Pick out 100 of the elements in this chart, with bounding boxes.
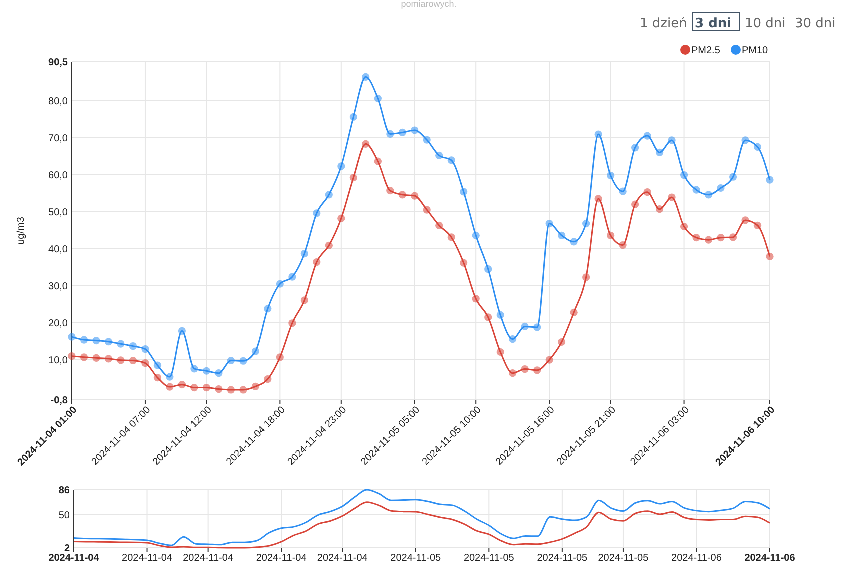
point	[386, 130, 394, 138]
point	[117, 356, 125, 364]
point	[496, 348, 504, 356]
point	[142, 360, 150, 368]
point	[496, 311, 504, 320]
point	[300, 296, 308, 304]
point	[92, 336, 100, 345]
point	[754, 143, 762, 151]
point	[704, 236, 713, 244]
point	[325, 191, 333, 199]
point	[398, 191, 406, 199]
point	[570, 308, 578, 316]
point	[594, 130, 602, 138]
y-tick-label: 10,0	[48, 356, 68, 367]
point	[448, 156, 456, 164]
point	[313, 258, 321, 266]
point	[92, 354, 100, 362]
point	[521, 322, 529, 330]
point	[190, 384, 198, 392]
legend-label: PM2.5	[692, 46, 721, 56]
x-tick-label: 2024-11-05	[598, 553, 650, 564]
point	[264, 305, 272, 313]
point	[729, 173, 738, 181]
x-tick-label: 2024-11-04	[317, 553, 368, 564]
point	[80, 354, 88, 362]
y-tick-label: 50	[58, 510, 70, 522]
point	[754, 222, 762, 230]
x-tick-label: 2024-11-04	[48, 553, 100, 564]
point	[350, 113, 358, 121]
point	[632, 144, 640, 152]
point	[166, 373, 174, 381]
point	[680, 222, 688, 231]
point	[240, 357, 248, 365]
point	[154, 374, 162, 382]
line-series	[73, 489, 771, 546]
point	[154, 362, 162, 370]
point	[644, 132, 652, 140]
y-axis-title: ug/m3	[16, 216, 27, 245]
point	[350, 174, 358, 182]
point	[423, 206, 431, 214]
point	[509, 370, 517, 378]
point	[362, 73, 370, 81]
point	[644, 188, 652, 196]
point	[534, 324, 542, 332]
text: 3 dni	[695, 16, 732, 32]
y-tick-label: 60,0	[48, 170, 68, 182]
y-tick-label: 90,5	[48, 58, 68, 68]
point	[692, 234, 700, 242]
x-tick-label: 2024-11-06	[744, 553, 796, 564]
point	[558, 232, 566, 240]
x-tick-label: 2024-11-05	[464, 553, 515, 564]
x-tick-label: 2024-11-05	[390, 553, 442, 564]
point	[766, 252, 774, 261]
point	[325, 242, 333, 250]
point	[717, 234, 725, 242]
x-tick-label: 2024-11-06	[672, 553, 722, 564]
point	[104, 355, 113, 363]
y-tick-label: 2	[64, 544, 70, 554]
point	[142, 345, 150, 354]
point	[178, 381, 186, 389]
point	[632, 200, 640, 208]
point	[607, 172, 615, 180]
point	[582, 274, 590, 282]
point	[276, 280, 284, 288]
point	[288, 320, 296, 328]
point	[117, 340, 125, 348]
point	[472, 295, 480, 303]
point	[546, 220, 554, 228]
text: 30 dni	[795, 16, 836, 32]
point	[460, 259, 468, 267]
point	[436, 152, 444, 160]
point	[607, 232, 615, 240]
point	[534, 366, 542, 374]
point	[619, 241, 627, 250]
point	[729, 234, 738, 242]
point	[570, 238, 578, 246]
x-tick-label: 2024-11-04	[122, 553, 173, 564]
point	[742, 136, 750, 144]
point	[202, 384, 210, 392]
point	[68, 352, 76, 360]
y-tick-label: 30,0	[48, 281, 68, 292]
text: 1 dzień	[640, 16, 688, 32]
point	[472, 232, 480, 240]
point	[546, 356, 554, 364]
y-tick-label: 50,0	[48, 207, 68, 218]
point	[276, 354, 284, 362]
point	[656, 206, 664, 214]
legend-label: PM10	[742, 46, 769, 56]
point	[129, 356, 138, 365]
point	[202, 367, 210, 375]
text: 10 dni	[745, 16, 786, 32]
point	[80, 336, 88, 344]
point	[558, 338, 566, 346]
point	[423, 136, 431, 144]
x-tick-label: 2024-11-04	[183, 553, 234, 564]
point	[178, 327, 186, 335]
point	[227, 356, 235, 365]
point	[484, 266, 492, 274]
point	[362, 140, 370, 148]
point	[338, 162, 346, 170]
